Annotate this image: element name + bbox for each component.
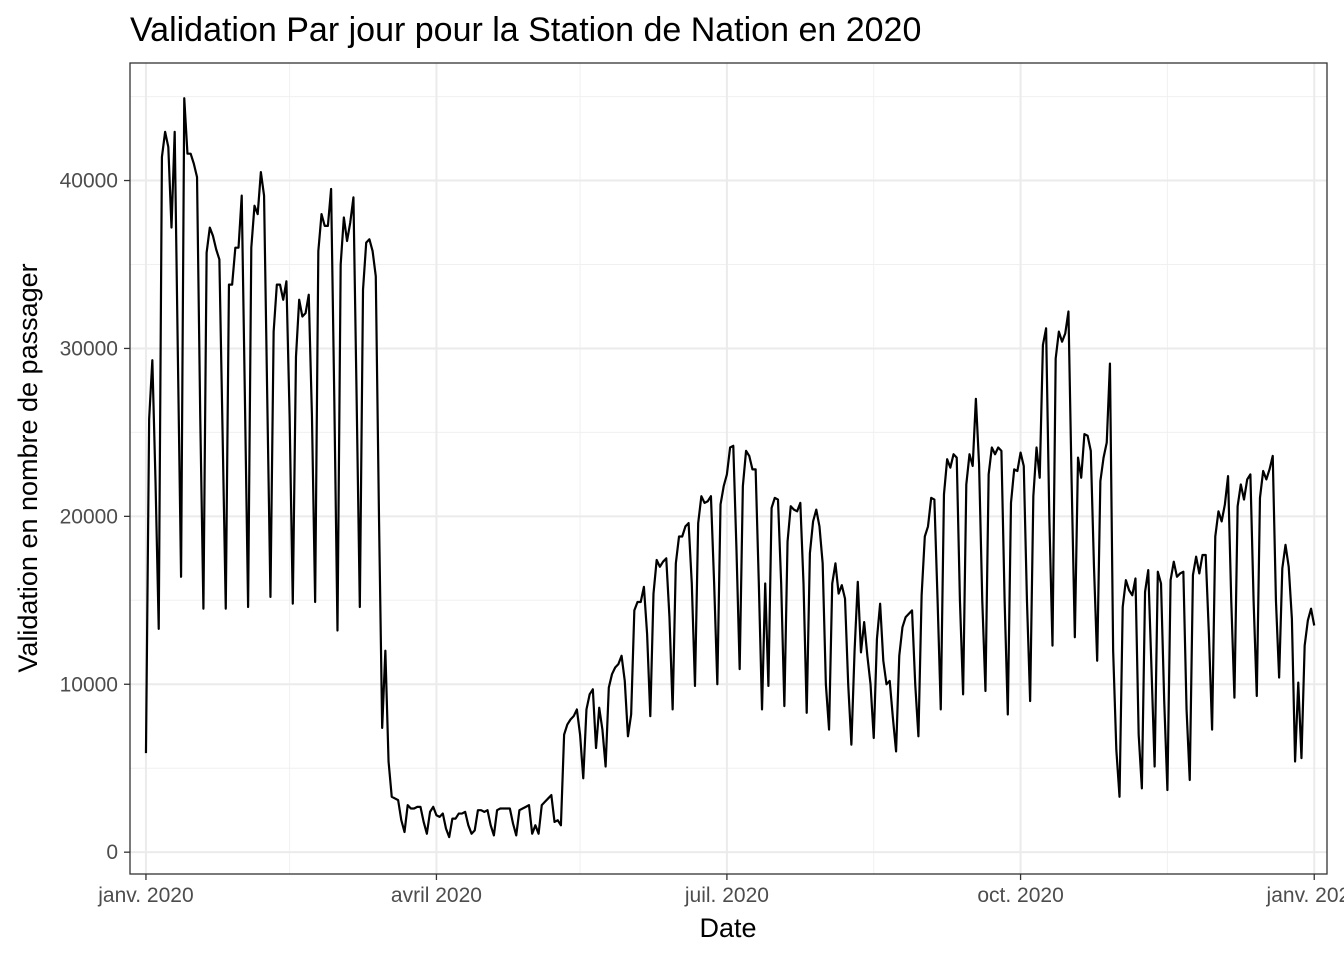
series-line bbox=[144, 97, 1316, 839]
y-tick-label: 0 bbox=[106, 841, 118, 864]
x-tick-label: janv. 2021 bbox=[1266, 884, 1344, 907]
chart-title: Validation Par jour pour la Station de N… bbox=[130, 11, 921, 49]
x-tick-label: oct. 2020 bbox=[977, 884, 1063, 907]
plot-border bbox=[129, 62, 1328, 875]
y-tick-label: 20000 bbox=[60, 505, 118, 528]
major-grid bbox=[130, 63, 1327, 874]
y-axis: 0 10000 20000 30000 40000 bbox=[60, 170, 130, 864]
x-axis-title: Date bbox=[699, 913, 756, 943]
y-tick-label: 30000 bbox=[60, 337, 118, 360]
y-tick-label: 10000 bbox=[60, 673, 118, 696]
x-tick-label: avril 2020 bbox=[391, 884, 482, 907]
x-tick-label: janv. 2020 bbox=[97, 884, 193, 907]
x-tick-label: juil. 2020 bbox=[684, 884, 769, 907]
x-axis: janv. 2020 avril 2020 juil. 2020 oct. 2020 j… bbox=[97, 874, 1344, 907]
y-tick-label: 40000 bbox=[60, 170, 118, 193]
y-axis-title: Validation en nombre de passager bbox=[13, 263, 43, 672]
